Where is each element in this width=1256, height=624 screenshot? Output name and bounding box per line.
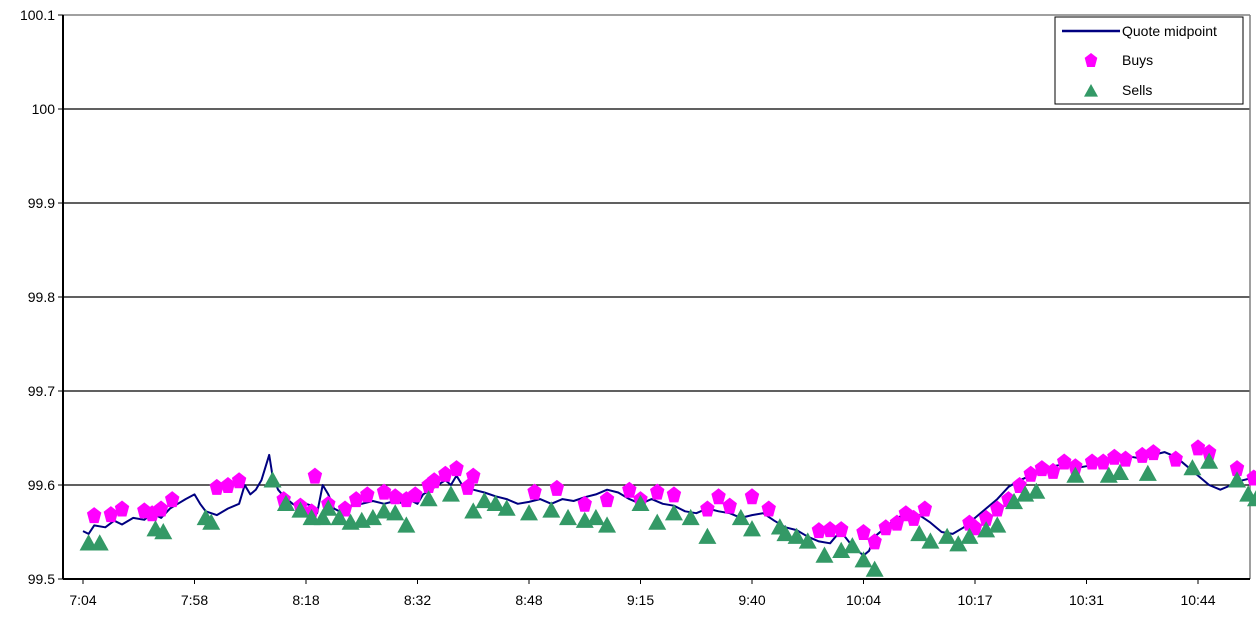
sell-point [91,534,109,550]
x-tick-label: 7:58 [181,592,208,608]
x-tick-label: 8:32 [404,592,431,608]
buy-point [408,486,422,502]
buy-point [1169,451,1183,467]
y-tick-label: 100 [32,101,56,117]
gridlines [63,109,1250,485]
y-tick-label: 99.9 [28,195,55,211]
buy-point [918,501,932,517]
sell-point [648,514,666,530]
buy-point [1146,444,1160,460]
buy-point [550,480,564,496]
x-tick-label: 7:04 [69,592,96,608]
buy-point [834,521,848,537]
x-tick-labels: 7:04 7:58 8:18 8:32 8:48 9:15 9:40 10:04 10:17 10… [69,592,1215,608]
x-tick-label: 10:31 [1069,592,1104,608]
y-tick-label: 99.7 [28,383,55,399]
sell-point [264,471,282,487]
buy-point [622,482,636,498]
y-tick-label: 99.5 [28,571,55,587]
sell-point [442,485,460,501]
buy-point [1118,451,1132,467]
y-tick-label: 100.1 [20,7,55,23]
buy-point [745,488,759,504]
buy-point [232,472,246,488]
y-tick-labels: 99.5 99.6 99.7 99.8 99.9 100 100.1 [20,7,55,587]
x-tick-label: 10:44 [1180,592,1215,608]
buy-point [466,468,480,484]
buy-point [154,501,168,517]
x-tick-label: 8:48 [515,592,542,608]
y-tick-label: 99.8 [28,289,55,305]
y-tick-label: 99.6 [28,477,55,493]
buy-point [856,524,870,540]
sell-point [815,547,833,563]
buy-point [723,498,737,514]
legend-sells-label: Sells [1122,82,1152,98]
buy-point [165,491,179,507]
legend-midpoint-label: Quote midpoint [1122,23,1217,39]
sell-point [520,504,538,520]
buy-point [115,501,129,517]
sell-point [559,509,577,525]
x-tick-label: 10:04 [846,592,881,608]
legend: Quote midpoint Buys Sells [1055,17,1243,104]
buy-point [87,507,101,523]
sell-point [420,490,438,506]
buy-point [600,491,614,507]
buy-point [650,484,664,500]
sell-point [910,525,928,541]
buy-point [360,486,374,502]
buy-point [867,533,881,549]
buy-point [449,460,463,476]
sell-point [1066,467,1084,483]
buy-point [762,501,776,517]
sell-point [1139,465,1157,481]
x-tick-label: 9:15 [627,592,654,608]
sell-point [665,504,683,520]
buy-point [527,484,541,500]
x-tick-label: 10:17 [957,592,992,608]
sell-point [542,501,560,517]
legend-buys-label: Buys [1122,52,1153,68]
buy-point [711,488,725,504]
buy-point [1247,469,1256,485]
buy-point [700,501,714,517]
buy-point [210,479,224,495]
sell-point [698,528,716,544]
sell-point [1200,453,1218,469]
buys-series [87,439,1256,549]
sell-point [855,551,873,567]
buy-point [308,468,322,484]
sell-point [587,509,605,525]
x-tick-label: 8:18 [292,592,319,608]
x-tick-label: 9:40 [738,592,765,608]
sell-point [1183,459,1201,475]
buy-point [667,486,681,502]
